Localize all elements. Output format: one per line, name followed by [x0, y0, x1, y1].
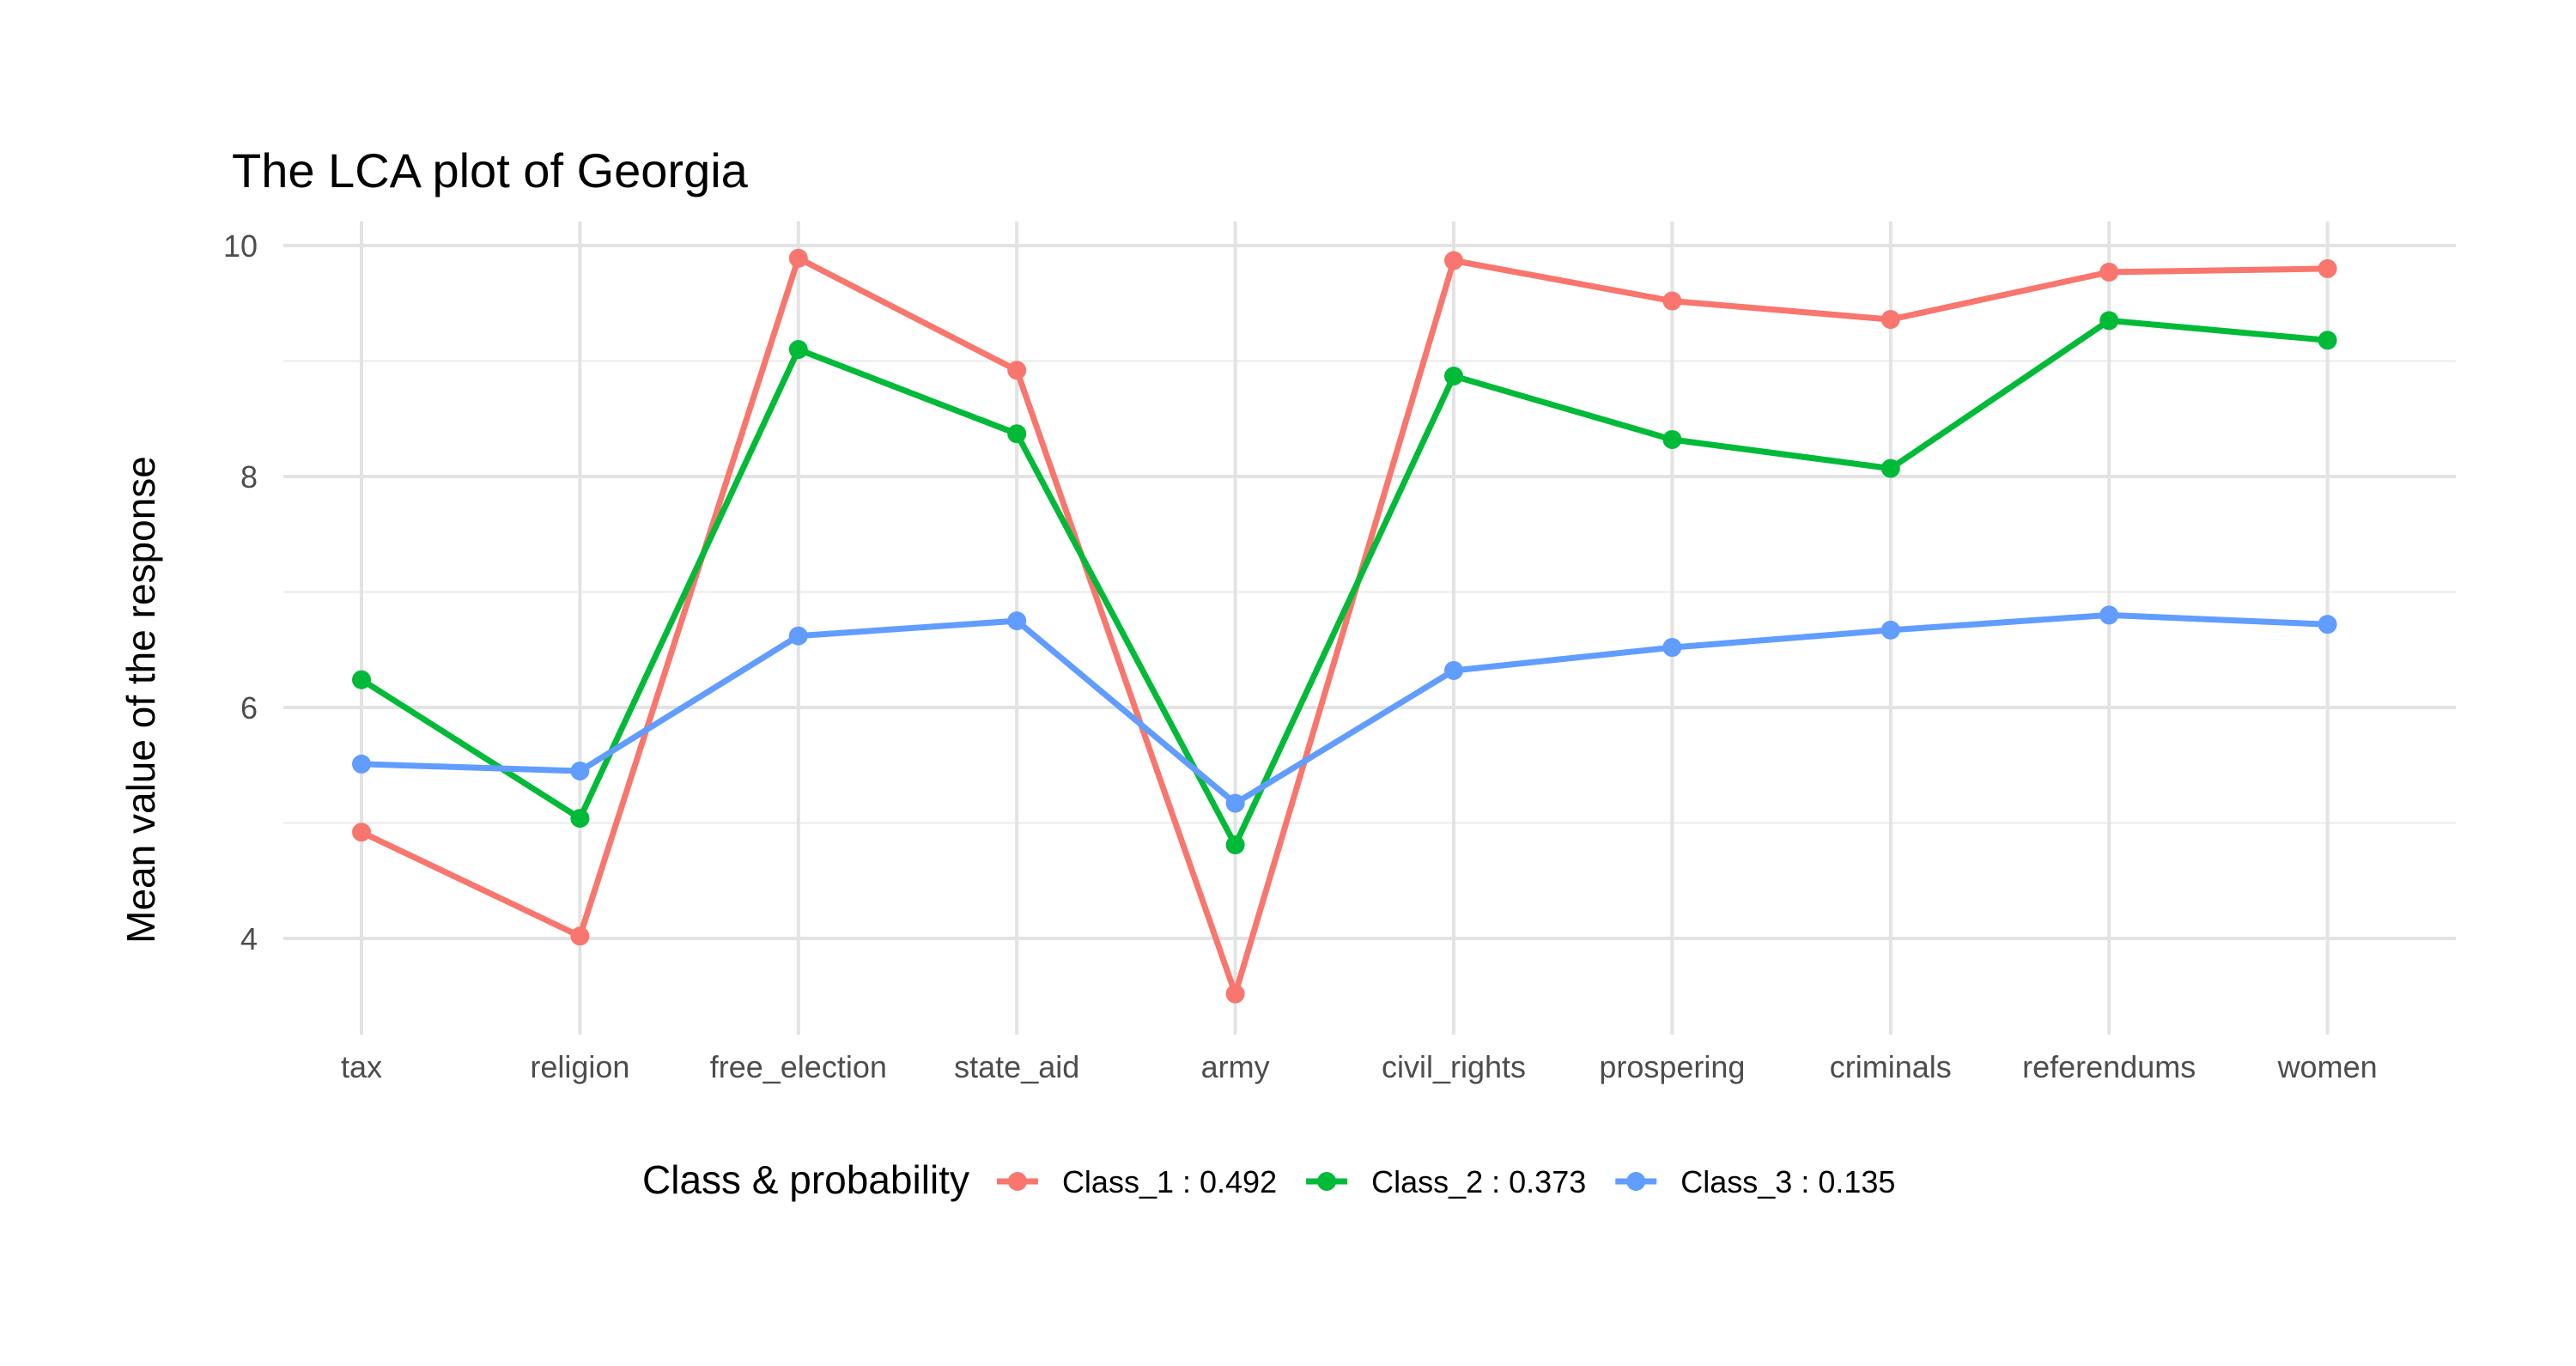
legend-key-point: [1007, 1172, 1027, 1191]
data-point: [2099, 262, 2119, 282]
y-axis-ticks: 4 6 8 10: [223, 228, 258, 956]
series-3: [352, 605, 2337, 813]
data-point: [570, 926, 590, 946]
legend-label: Class_2 : 0.373: [1371, 1164, 1586, 1199]
legend-key-point: [1626, 1172, 1646, 1191]
x-tick-label: free_election: [710, 1049, 887, 1084]
series-line: [360, 255, 2328, 998]
y-axis-label: Mean value of the response: [118, 456, 163, 944]
grid: [283, 222, 2456, 1035]
data-point: [1007, 611, 1027, 631]
legend-label: Class_1 : 0.492: [1062, 1164, 1277, 1199]
x-tick-label: state_aid: [954, 1049, 1079, 1084]
data-point: [1662, 291, 1682, 311]
legend: Class & probability Class_1 : 0.492 Class…: [642, 1157, 1895, 1202]
data-point: [788, 626, 808, 646]
x-tick-label: religion: [530, 1049, 629, 1084]
data-point: [2099, 605, 2119, 625]
data-point: [570, 761, 590, 780]
legend-item-1: Class_1 : 0.492: [996, 1164, 1277, 1199]
x-tick-label: civil_rights: [1382, 1049, 1526, 1084]
data-point: [788, 340, 808, 360]
data-point: [788, 248, 808, 268]
legend-item-2: Class_2 : 0.373: [1306, 1164, 1586, 1199]
series-line: [361, 611, 2328, 807]
data-point: [1880, 310, 1900, 330]
data-point: [1007, 424, 1027, 444]
data-point: [1225, 835, 1245, 855]
legend-title: Class & probability: [642, 1157, 969, 1202]
data-point: [2318, 331, 2337, 350]
x-tick-label: tax: [341, 1049, 382, 1084]
x-tick-label: army: [1201, 1049, 1270, 1084]
series-line: [360, 317, 2328, 848]
legend-item-3: Class_3 : 0.135: [1615, 1164, 1895, 1199]
data-point: [1880, 620, 1900, 640]
data-point: [352, 670, 371, 689]
x-tick-label: prospering: [1599, 1049, 1745, 1084]
x-tick-label: criminals: [1830, 1049, 1952, 1084]
data-point: [1444, 660, 1463, 680]
data-point: [2318, 615, 2337, 634]
series-group: [352, 248, 2337, 1004]
chart-title: The LCA plot of Georgia: [232, 143, 749, 197]
x-tick-label: referendums: [2022, 1049, 2196, 1084]
data-point: [1880, 458, 1900, 478]
series-2: [352, 311, 2337, 855]
data-point: [352, 823, 371, 842]
data-point: [352, 754, 371, 774]
legend-key-point: [1317, 1172, 1337, 1191]
legend-label: Class_3 : 0.135: [1680, 1164, 1895, 1199]
data-point: [2099, 311, 2119, 331]
y-tick-label: 6: [240, 690, 258, 725]
data-point: [1225, 984, 1245, 1004]
data-point: [1444, 366, 1463, 386]
y-tick-label: 4: [240, 921, 258, 956]
x-tick-label: women: [2277, 1049, 2378, 1084]
data-point: [1662, 429, 1682, 449]
x-axis-ticks: tax religion free_election state_aid army civ…: [341, 1049, 2378, 1084]
data-point: [2318, 258, 2337, 278]
data-point: [1662, 638, 1682, 658]
data-point: [570, 809, 590, 829]
data-point: [1444, 251, 1463, 270]
data-point: [1007, 361, 1027, 380]
y-tick-label: 10: [223, 228, 258, 264]
series-1: [352, 248, 2337, 1004]
data-point: [1225, 793, 1245, 813]
y-tick-label: 8: [240, 459, 258, 495]
